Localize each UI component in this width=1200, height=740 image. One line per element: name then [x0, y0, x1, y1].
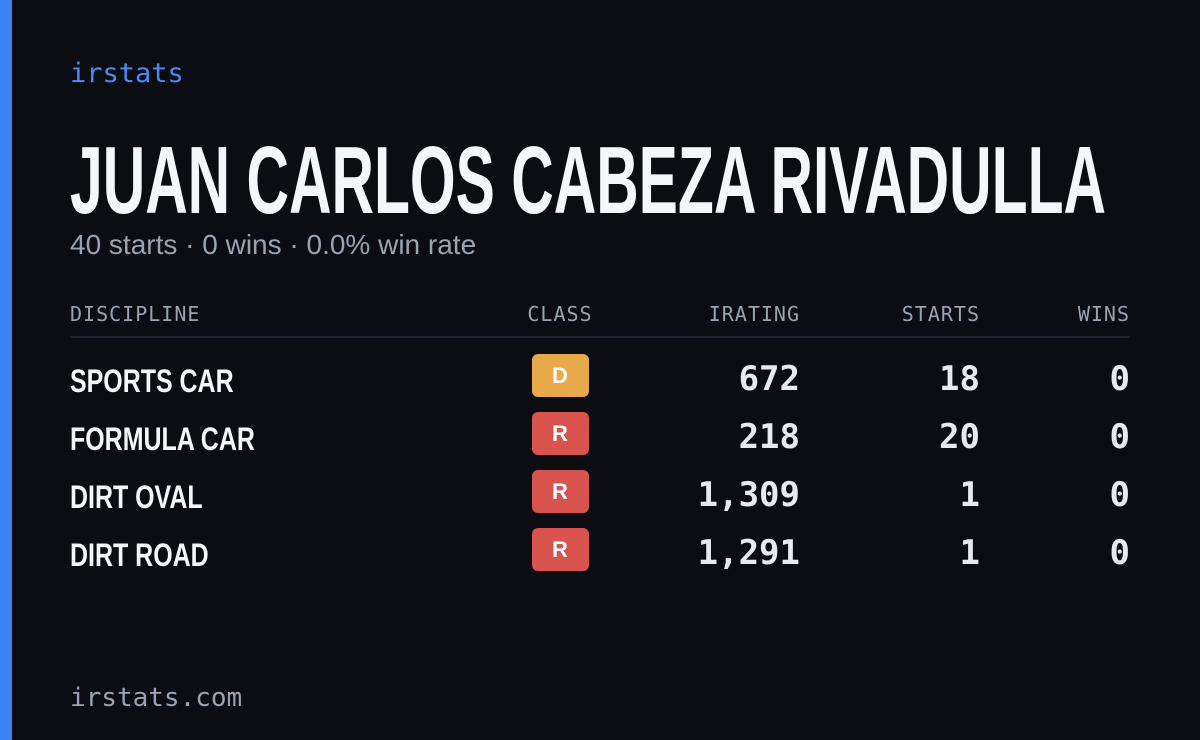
starts: 18	[939, 359, 980, 399]
starts: 20	[939, 417, 980, 457]
column-header: IRATING	[709, 302, 800, 326]
wins: 0	[1110, 475, 1130, 515]
irating: 672	[739, 359, 800, 399]
driver-name: JUAN CARLOS CABEZA RIVADULLA	[70, 127, 1106, 234]
irating: 218	[739, 417, 800, 457]
discipline: DIRT ROAD	[70, 537, 209, 573]
starts: 1	[960, 533, 980, 573]
class-badge	[532, 354, 589, 397]
column-header: CLASS	[527, 302, 592, 326]
accent-bar	[0, 0, 12, 740]
class-letter: R	[552, 537, 568, 562]
column-header: STARTS	[902, 302, 980, 326]
footer: irstats.com	[70, 683, 242, 713]
discipline: SPORTS CAR	[70, 363, 234, 399]
brand: irstats	[70, 58, 184, 89]
class-letter: R	[552, 421, 568, 446]
wins: 0	[1110, 417, 1130, 457]
class-badge	[532, 470, 589, 513]
wins: 0	[1110, 533, 1130, 573]
discipline: FORMULA CAR	[70, 421, 255, 457]
starts: 1	[960, 475, 980, 515]
wins: 0	[1110, 359, 1130, 399]
column-header: DISCIPLINE	[70, 302, 200, 326]
class-letter: R	[552, 479, 568, 504]
irating: 1,309	[698, 475, 800, 515]
class-letter: D	[552, 363, 568, 388]
irating: 1,291	[698, 533, 800, 573]
class-badge	[532, 528, 589, 571]
column-header: WINS	[1078, 302, 1130, 326]
discipline: DIRT OVAL	[70, 479, 203, 515]
class-badge	[532, 412, 589, 455]
driver-summary: 40 starts · 0 wins · 0.0% win rate	[70, 229, 476, 260]
